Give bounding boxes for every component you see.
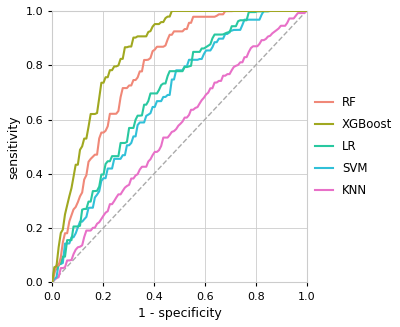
RF <box>50 281 55 284</box>
KNN <box>118 192 123 196</box>
RF <box>304 9 309 13</box>
RF <box>191 15 196 19</box>
KNN <box>296 11 300 15</box>
XGBoost <box>253 9 258 13</box>
RF <box>253 9 258 13</box>
XGBoost <box>50 281 55 284</box>
SVM <box>103 176 108 180</box>
XGBoost <box>170 9 174 13</box>
RF <box>103 129 108 133</box>
LR <box>225 30 230 34</box>
LR <box>191 50 196 54</box>
Line: RF: RF <box>52 11 306 283</box>
Line: SVM: SVM <box>52 11 306 283</box>
SVM <box>225 32 230 36</box>
KNN <box>225 72 230 76</box>
LR <box>103 162 108 166</box>
SVM <box>191 58 196 62</box>
SVM <box>251 18 256 22</box>
XGBoost <box>103 75 108 79</box>
Line: LR: LR <box>52 11 306 283</box>
LR <box>304 9 309 13</box>
XGBoost <box>298 9 302 13</box>
KNN <box>304 9 309 13</box>
RF <box>225 9 230 13</box>
Y-axis label: sensitivity: sensitivity <box>7 115 20 179</box>
KNN <box>103 211 108 215</box>
RF <box>231 9 236 13</box>
KNN <box>251 44 256 48</box>
RF <box>298 9 302 13</box>
LR <box>118 141 123 145</box>
Line: KNN: KNN <box>52 11 306 283</box>
RF <box>118 95 123 99</box>
XGBoost <box>193 9 198 13</box>
LR <box>268 9 272 13</box>
LR <box>298 9 302 13</box>
SVM <box>261 9 266 13</box>
SVM <box>298 9 302 13</box>
SVM <box>50 281 55 284</box>
LR <box>50 281 55 284</box>
SVM <box>118 157 123 161</box>
SVM <box>304 9 309 13</box>
X-axis label: 1 - specificity: 1 - specificity <box>138 307 221 320</box>
XGBoost <box>304 9 309 13</box>
LR <box>251 10 256 14</box>
XGBoost <box>118 57 123 61</box>
Legend: RF, XGBoost, LR, SVM, KNN: RF, XGBoost, LR, SVM, KNN <box>315 96 392 197</box>
Line: XGBoost: XGBoost <box>52 11 306 283</box>
KNN <box>50 281 55 284</box>
XGBoost <box>227 9 232 13</box>
KNN <box>191 108 196 112</box>
